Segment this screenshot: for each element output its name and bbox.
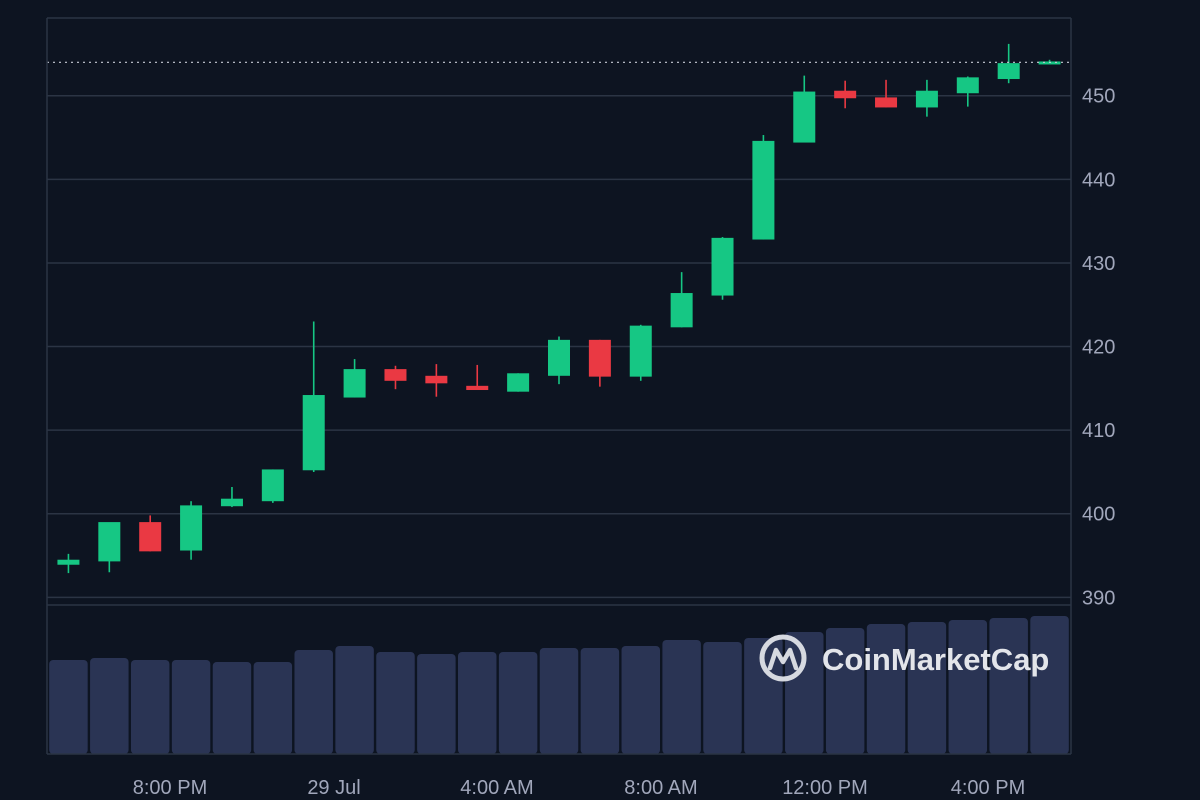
candle-body [139, 522, 162, 552]
volume-bar [498, 652, 538, 754]
volume-bar [580, 648, 620, 754]
candlestick [875, 79, 898, 108]
candle-body [1038, 61, 1061, 65]
candlestick [629, 324, 652, 381]
candlestick [302, 321, 325, 472]
candle-body [57, 559, 80, 565]
y-tick-label: 450 [1082, 86, 1115, 108]
x-axis-labels: 8:00 PM 29 Jul 4:00 AM 8:00 AM 12:00 PM 4:00 … [133, 777, 1025, 799]
candle-body [98, 522, 121, 562]
y-tick-label: 410 [1082, 420, 1115, 442]
candle-body [875, 97, 898, 108]
volume-bar [90, 658, 129, 754]
volume-bar [744, 638, 783, 754]
volume-bar [49, 660, 88, 754]
coinmarketcap-watermark: CoinMarketCap [759, 634, 1049, 682]
candlestick [834, 80, 857, 109]
candlestick [57, 553, 80, 574]
candlesticks [57, 43, 1061, 574]
watermark-text: CoinMarketCap [822, 642, 1049, 677]
coinmarketcap-logo-icon [759, 634, 807, 682]
y-tick-label: 440 [1082, 169, 1115, 191]
candlestick [98, 522, 121, 573]
candle-body [384, 369, 407, 381]
candlestick [261, 469, 284, 503]
x-tick-label: 4:00 AM [460, 777, 533, 799]
volume-bar [376, 652, 415, 754]
volume-bar [212, 662, 252, 754]
candle-body [261, 469, 284, 502]
volume-bar [294, 650, 333, 754]
candle-body [302, 395, 325, 471]
candlestick [548, 336, 570, 385]
candle-body [588, 339, 611, 377]
volume-bar [417, 654, 456, 754]
candlestick [466, 364, 489, 391]
candlestick [711, 237, 734, 300]
candle-body [793, 91, 816, 143]
candlestick [139, 515, 162, 552]
volume-bar [171, 660, 211, 754]
chart-frame [46, 17, 1072, 755]
x-tick-label: 8:00 AM [624, 777, 697, 799]
candle-body [752, 140, 775, 240]
candlestick [507, 373, 530, 392]
candle-body [834, 90, 857, 99]
volume-bar [458, 652, 497, 754]
volume-bar [539, 648, 579, 754]
volume-bar [335, 646, 374, 754]
x-tick-label: 8:00 PM [133, 777, 207, 799]
candlestick [793, 75, 816, 143]
candlestick [670, 272, 693, 328]
volume-bar [253, 662, 293, 754]
volume-bar [948, 620, 988, 754]
candle-body [997, 63, 1020, 80]
candlestick [956, 76, 979, 107]
y-tick-label: 400 [1082, 504, 1115, 526]
candle-body [956, 77, 979, 94]
candle-body [670, 293, 693, 328]
candlestick [997, 43, 1020, 84]
volume-bar [662, 640, 701, 754]
volume-bar [1030, 616, 1069, 754]
x-tick-label: 4:00 PM [951, 777, 1025, 799]
volume-bar [866, 624, 906, 754]
volume-bars [49, 616, 1069, 754]
candle-body [466, 385, 489, 391]
x-tick-label: 29 Jul [307, 777, 360, 799]
y-tick-label: 430 [1082, 253, 1115, 275]
candlestick [425, 364, 448, 397]
candle-body [343, 369, 366, 398]
candle-body [629, 325, 652, 377]
y-tick-label: 420 [1082, 337, 1115, 359]
candlestick [180, 501, 203, 560]
candlestick [752, 135, 775, 240]
candle-body [915, 90, 938, 108]
candle-body [180, 505, 203, 551]
candle-body [425, 375, 448, 384]
candle-body [711, 237, 734, 296]
candle-body [507, 373, 530, 392]
x-tick-label: 12:00 PM [782, 777, 868, 799]
volume-bar [130, 660, 170, 754]
candlestick [588, 339, 611, 387]
y-axis-labels: 390 400 410 420 430 440 450 [1082, 86, 1115, 610]
candle-body [548, 339, 570, 376]
volume-bar [825, 628, 865, 754]
volume-bar [703, 642, 742, 754]
candlestick [915, 79, 938, 117]
candle-body [220, 498, 243, 507]
candlestick [343, 359, 366, 398]
volume-bar [989, 618, 1028, 754]
volume-bar [907, 622, 947, 754]
volume-bar [621, 646, 660, 754]
candlestick [384, 365, 407, 390]
grid-lines [47, 94, 1071, 599]
candlestick [220, 486, 243, 508]
y-tick-label: 390 [1082, 587, 1115, 609]
